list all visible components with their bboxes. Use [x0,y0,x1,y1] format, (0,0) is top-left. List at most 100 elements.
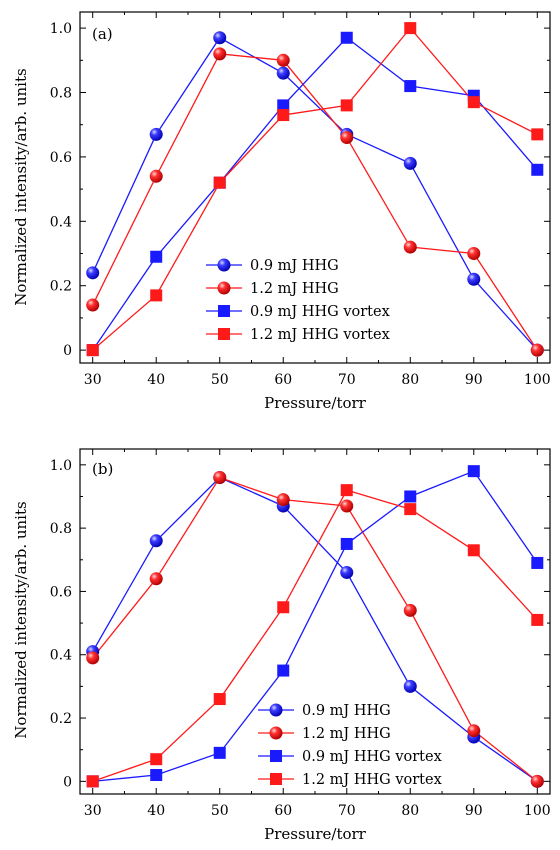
y-tick-label: 0.6 [50,150,72,166]
x-tick-label: 60 [274,803,292,819]
x-tick-label: 40 [147,372,165,388]
x-tick-label: 40 [147,803,165,819]
y-ticks-b: 0 0.2 0.4 0.6 0.8 1.0 [50,458,550,790]
x-axis-label-b: Pressure/torr [264,825,367,843]
data-point-series-2 [276,53,290,67]
data-point-series-4 [531,128,544,141]
x-tick-label: 70 [338,372,356,388]
data-point-series-4 [467,544,480,557]
data-point-series-3 [531,556,544,569]
series-line-1 [92,36,538,351]
legend-marker [217,281,231,295]
series-line-4 [92,27,538,351]
x-tick-label: 100 [524,372,551,388]
y-ticks-a: 0 0.2 0.4 0.6 0.8 1.0 [50,21,550,359]
data-point-series-3 [277,99,290,112]
series-line-3 [92,470,538,782]
data-point-series-3 [340,31,353,44]
data-point-series-2 [213,470,227,484]
data-point-series-3 [467,465,480,478]
y-axis-label-b: Normalized intensity/arb. units [12,501,30,738]
x-tick-label: 80 [401,803,419,819]
panel-label-a: (a) [92,25,113,43]
legend-label: 1.2 mJ HHG [302,726,391,742]
data-point-series-4 [86,775,99,788]
data-point-series-2 [213,47,227,61]
y-tick-label: 0.6 [50,584,72,600]
y-tick-label: 0.8 [50,521,72,537]
x-tick-label: 80 [401,372,419,388]
panel-label-b: (b) [92,460,113,478]
y-axis-label-a: Normalized intensity/arb. units [12,68,30,305]
legend-marker [270,750,282,762]
data-point-series-3 [404,80,417,93]
data-point-series-2 [149,169,163,183]
data-point-series-4 [467,96,480,109]
data-point-series-1 [213,31,227,45]
data-point-series-4 [150,753,163,766]
legend-marker [218,328,230,340]
data-point-series-1 [276,66,290,80]
data-point-series-2 [403,603,417,617]
data-point-series-2 [149,572,163,586]
data-point-series-4 [340,484,353,497]
series-line-3 [92,36,538,351]
data-point-series-3 [277,664,290,677]
legend-label: 1.2 mJ HHG vortex [250,327,390,343]
legend-marker [218,305,230,317]
data-point-series-1 [467,272,481,286]
y-tick-label: 1.0 [50,458,72,474]
data-point-series-2 [403,240,417,254]
x-tick-label: 70 [338,803,356,819]
series-line-2 [92,476,538,782]
x-tick-label: 30 [84,372,102,388]
x-tick-label: 90 [465,372,483,388]
data-point-series-1 [403,156,417,170]
legend-marker [269,703,283,717]
data-point-series-1 [340,565,354,579]
legend-label: 1.2 mJ HHG [250,281,339,297]
legend-marker [270,773,282,785]
legend-label: 0.9 mJ HHG vortex [302,749,442,765]
data-point-series-2 [340,499,354,513]
chart-panel-b: 0 0.2 0.4 0.6 0.8 1.0 30 40 50 60 70 80 90 100 (b) P… [12,448,551,843]
data-point-series-3 [340,537,353,550]
data-point-series-3 [404,490,417,503]
legend-b: 0.9 mJ HHG 1.2 mJ HHG 0.9 mJ HHG vortex 1.2… [258,703,442,788]
data-point-series-4 [86,344,99,357]
data-point-series-4 [213,693,226,706]
x-tick-label: 100 [524,803,551,819]
data-point-series-4 [150,289,163,302]
x-tick-label: 50 [211,372,229,388]
y-tick-label: 0 [63,343,72,359]
legend-label: 1.2 mJ HHG vortex [302,772,442,788]
x-axis-label-a: Pressure/torr [264,394,367,412]
data-point-series-2 [340,131,354,145]
data-point-series-3 [150,250,163,263]
series-line-4 [92,489,538,782]
data-point-series-4 [404,22,417,35]
data-point-series-1 [149,534,163,548]
data-point-series-2 [530,343,544,357]
legend-marker [269,726,283,740]
data-point-series-2 [530,774,544,788]
data-point-series-1 [403,679,417,693]
legend-marker [217,258,231,272]
data-point-series-4 [404,503,417,516]
data-point-series-2 [467,247,481,261]
data-point-series-2 [86,651,100,665]
data-point-series-3 [531,163,544,176]
y-tick-label: 0.2 [50,711,72,727]
series-line-2 [92,53,538,351]
data-point-series-3 [150,769,163,782]
data-point-series-4 [340,99,353,112]
data-point-series-4 [277,601,290,614]
x-tick-label: 60 [274,372,292,388]
legend-label: 0.9 mJ HHG vortex [250,304,390,320]
data-point-series-4 [531,613,544,626]
legend-a: 0.9 mJ HHG 1.2 mJ HHG 0.9 mJ HHG vortex 1.2… [206,258,390,343]
x-tick-label: 30 [84,803,102,819]
y-tick-label: 0.2 [50,279,72,295]
data-point-series-2 [467,724,481,738]
